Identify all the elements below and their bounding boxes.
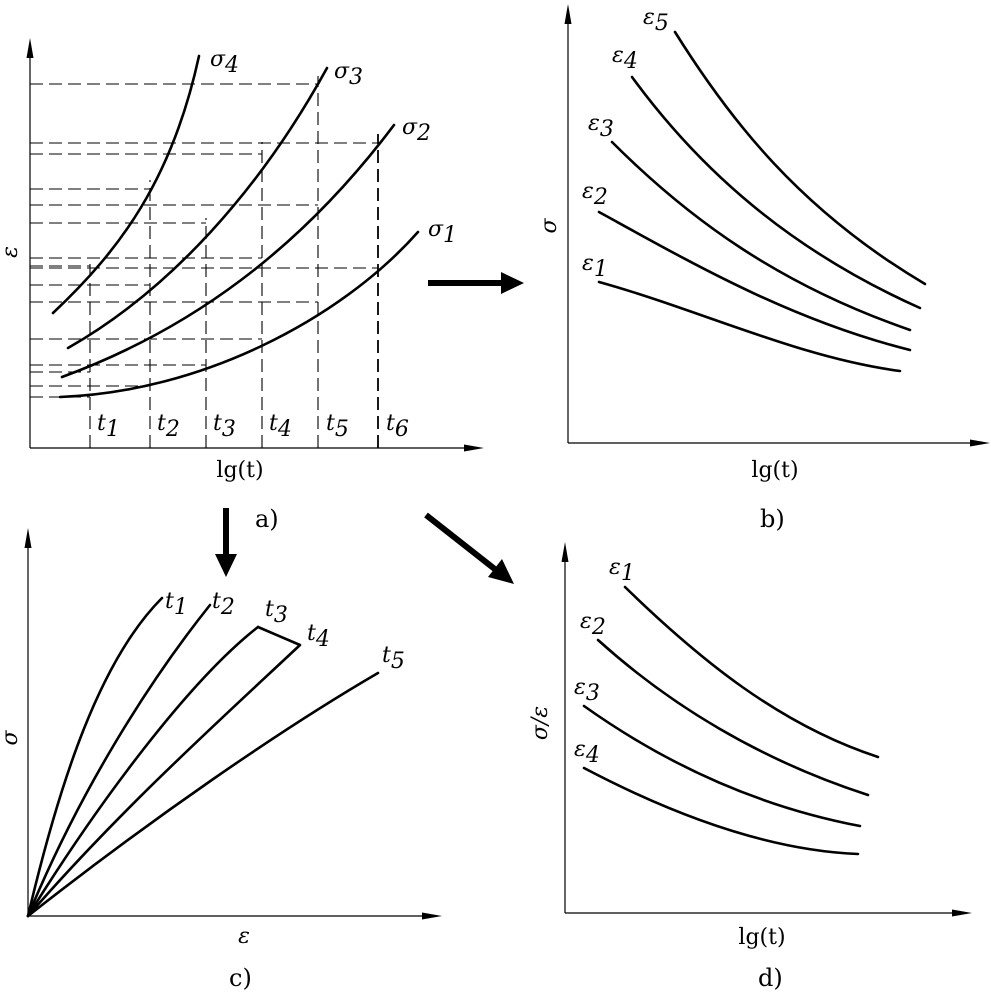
- label-d-eps-1: ε1: [609, 555, 635, 586]
- label-t-4: t4: [307, 621, 330, 652]
- label-d-eps-4: ε4: [574, 737, 600, 768]
- curve-eps-1: [597, 280, 902, 373]
- arrow-a-to-b-head: [501, 272, 524, 294]
- curve-eps-5: [673, 30, 927, 286]
- curve-d-eps-2: [596, 638, 870, 797]
- panel-c-y-arrowhead: [24, 528, 32, 548]
- curve-eps-3: [610, 140, 912, 332]
- panel-d-x-arrowhead: [952, 909, 972, 917]
- panel-b-x-title: lg(t): [751, 458, 798, 483]
- label-t-3: t3: [265, 597, 288, 628]
- panel-b-y-title: σ: [537, 218, 562, 234]
- label-t5: t5: [326, 411, 349, 442]
- panel-c-y-title: σ: [0, 730, 23, 746]
- panel-a-caption: a): [255, 505, 279, 533]
- panel-d-y-arrowhead: [561, 542, 569, 562]
- panel-b-caption: b): [760, 505, 785, 533]
- label-eps-3: ε3: [588, 111, 614, 142]
- label-sigma-2: σ2: [402, 115, 431, 146]
- panel-c: t1 t2 t3 t4 t5 σ ε c): [0, 528, 442, 992]
- label-eps-2: ε2: [582, 179, 608, 210]
- panel-a-x-arrowhead: [464, 444, 484, 452]
- panel-d-x-title: lg(t): [738, 925, 785, 950]
- panel-c-x-arrowhead: [422, 912, 442, 920]
- label-t4: t4: [269, 411, 292, 442]
- panel-d-y-title: σ/ε: [528, 706, 553, 740]
- curve-t-3: [26, 625, 260, 918]
- label-t-2: t2: [212, 589, 235, 620]
- curve-d-eps-3: [582, 704, 862, 828]
- panel-c-x-title: ε: [238, 924, 250, 949]
- label-t-1: t1: [165, 589, 188, 620]
- curve-sigma-4: [51, 54, 201, 315]
- curve-t-1: [26, 596, 164, 918]
- curve-eps-4: [630, 75, 922, 310]
- curve-t-2: [26, 603, 212, 918]
- label-t6: t6: [386, 411, 409, 442]
- panel-b-x-arrowhead: [970, 439, 990, 447]
- panel-d: ε1 ε2 ε3 ε4 σ/ε lg(t) d): [528, 542, 972, 992]
- panel-a-x-title: lg(t): [216, 458, 263, 483]
- panel-a: σ4 σ3 σ2 σ1 t1 t2 t3 t4 t5 t6 ε lg(t) a): [0, 38, 484, 533]
- label-t2: t2: [157, 411, 180, 442]
- panel-a-vertical-guides: [89, 76, 379, 448]
- label-t3: t3: [213, 411, 236, 442]
- panel-b: ε1 ε2 ε3 ε4 ε5 σ lg(t) b): [537, 4, 990, 533]
- label-d-eps-2: ε2: [580, 609, 606, 640]
- curve-sigma-2: [60, 123, 396, 379]
- curve-eps-2: [597, 210, 912, 352]
- arrow-a-to-c-head: [215, 554, 237, 577]
- arrow-a-to-d-head: [488, 559, 514, 584]
- panel-c-caption: c): [229, 964, 252, 992]
- curve-t-4: [26, 625, 302, 918]
- curve-sigma-3: [66, 66, 329, 350]
- label-eps-5: ε5: [643, 5, 669, 36]
- label-t1: t1: [97, 411, 120, 442]
- label-d-eps-3: ε3: [574, 675, 600, 706]
- connector-arrows: [215, 272, 524, 584]
- curve-d-eps-1: [623, 585, 880, 759]
- panel-b-y-arrowhead: [564, 4, 572, 24]
- label-eps-1: ε1: [582, 251, 608, 282]
- label-t-5: t5: [382, 643, 405, 674]
- curve-sigma-1: [58, 230, 420, 399]
- panel-a-y-title: ε: [0, 246, 23, 258]
- curve-d-eps-4: [582, 766, 860, 856]
- curve-t-5: [26, 671, 380, 918]
- arrow-a-to-d: [424, 512, 498, 573]
- label-sigma-3: σ3: [334, 59, 363, 90]
- label-sigma-1: σ1: [428, 217, 457, 248]
- panel-a-y-arrowhead: [26, 38, 34, 58]
- label-sigma-4: σ4: [210, 47, 239, 78]
- label-eps-4: ε4: [612, 43, 638, 74]
- panel-d-caption: d): [758, 964, 783, 992]
